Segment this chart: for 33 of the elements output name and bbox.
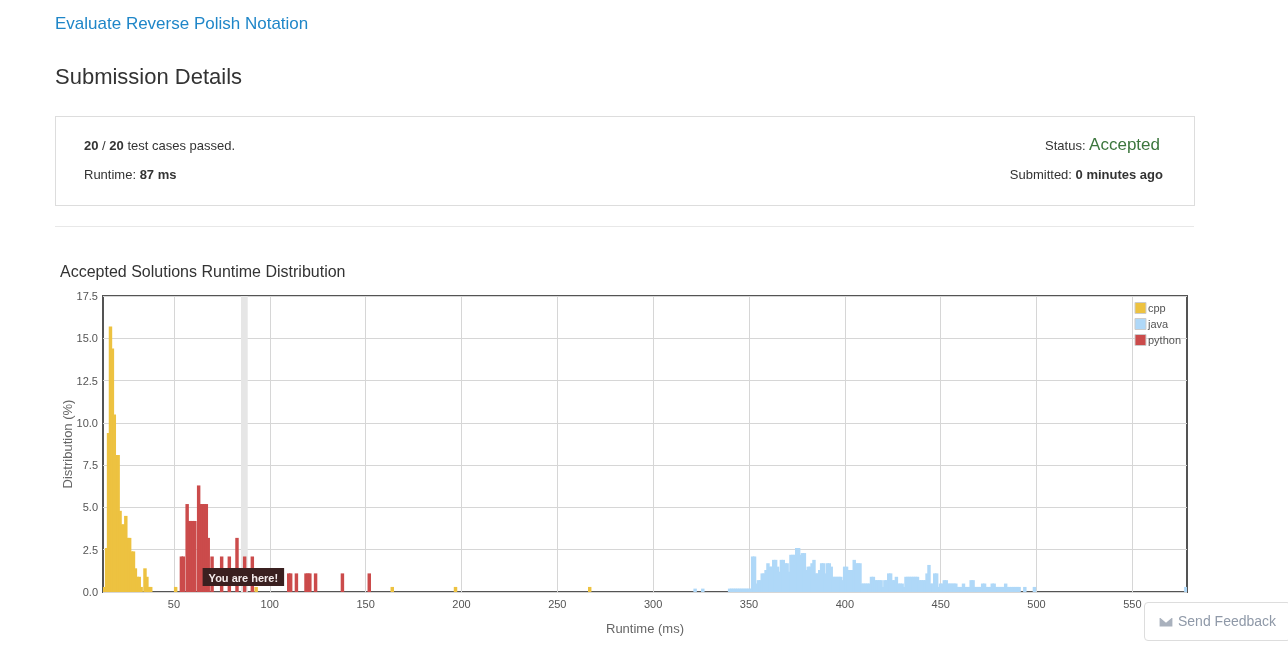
- y-tick-label: 5.0: [82, 501, 98, 514]
- y-tick-label: 10.0: [76, 416, 98, 429]
- x-axis-title: Runtime (ms): [605, 621, 685, 636]
- x-tick-label: 550: [1123, 597, 1142, 610]
- text: Evaluate Reverse Polish Notation: [55, 14, 309, 33]
- y-tick-label: 17.5: [76, 290, 98, 302]
- y-tick-label: 7.5: [82, 459, 98, 472]
- text: Runtime: 87 ms: [84, 167, 177, 182]
- x-tick-label: 50: [167, 597, 181, 610]
- x-tick-label: 150: [356, 597, 375, 610]
- x-tick-label: 100: [260, 597, 279, 610]
- x-tick-label: 350: [739, 597, 759, 610]
- y-tick-label: 2.5: [82, 543, 98, 556]
- text: Submission Details: [55, 64, 243, 89]
- y-tick-label: 15.0: [76, 332, 98, 345]
- chart-title: Accepted Solutions Runtime Distribution: [60, 262, 346, 280]
- band-label: You are here!: [208, 571, 279, 584]
- text: 20 / 20 test cases passed.: [84, 138, 236, 153]
- text: Submitted: 0 minutes ago: [1009, 167, 1163, 182]
- y-tick-label: 12.5: [76, 374, 98, 387]
- y-axis-title: Distribution (%): [60, 399, 75, 489]
- x-tick-label: 450: [931, 597, 950, 610]
- x-tick-label: 250: [548, 597, 567, 610]
- x-tick-label: 300: [643, 597, 663, 610]
- x-tick-label: 500: [1027, 597, 1046, 610]
- x-tick-label: 400: [835, 597, 855, 610]
- x-tick-label: 200: [452, 597, 471, 610]
- legend-label: java: [1146, 318, 1170, 330]
- text: Status: Accepted: [1045, 135, 1160, 154]
- legend-label: python: [1147, 334, 1181, 346]
- y-tick-label: 0.0: [82, 586, 98, 598]
- feedback-button: Send Feedback: [1144, 602, 1288, 641]
- legend-label: cpp: [1147, 302, 1166, 314]
